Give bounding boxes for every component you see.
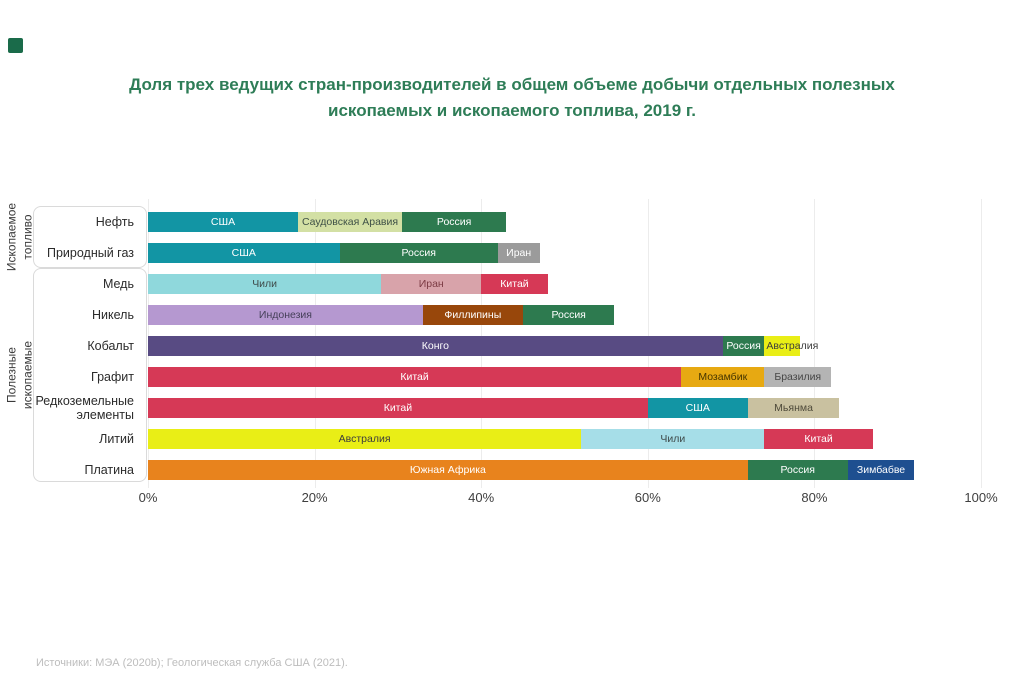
bar-segment: Чили bbox=[581, 429, 765, 449]
x-axis-tick-label: 80% bbox=[801, 490, 828, 505]
x-axis-tick-label: 100% bbox=[964, 490, 998, 505]
row-label: Нефть bbox=[95, 214, 134, 229]
bar-segment: Китай bbox=[148, 367, 682, 387]
bar-segment: США bbox=[647, 398, 748, 418]
logo-mark bbox=[8, 38, 23, 53]
bar-segment: Индонезия bbox=[148, 305, 423, 325]
row-label: Редкоземельные элементы bbox=[35, 393, 135, 422]
bar-segment: Австралия bbox=[148, 429, 582, 449]
group-box-fossil-fuels bbox=[33, 206, 147, 268]
bar-segment: Россия bbox=[722, 336, 765, 356]
group-label-minerals: Полезные ископаемые bbox=[4, 340, 34, 410]
row-label: Платина bbox=[84, 462, 134, 477]
bar-segment: Иран bbox=[381, 274, 482, 294]
chart-title: Доля трех ведущих стран-производителей в… bbox=[129, 75, 895, 121]
sources-note: Источники: МЭА (2020b); Геологическая сл… bbox=[36, 657, 348, 669]
bar-segment: Мозамбик bbox=[681, 367, 765, 387]
bar-segment: Чили bbox=[148, 274, 382, 294]
row-label: Кобальт bbox=[87, 338, 134, 353]
bar-segment: Конго bbox=[148, 336, 723, 356]
x-axis-tick-label: 20% bbox=[301, 490, 328, 505]
group-box-minerals bbox=[33, 268, 147, 482]
bar-segment: Россия bbox=[339, 243, 498, 263]
bar-segment: Россия bbox=[402, 212, 507, 232]
x-axis-tick-label: 0% bbox=[138, 490, 158, 505]
bar-segment: Южная Африка bbox=[148, 460, 748, 480]
x-axis-tick-label: 40% bbox=[468, 490, 495, 505]
bar-segment: Китай bbox=[148, 398, 648, 418]
bar-segment: Китай bbox=[481, 274, 548, 294]
row-label: Графит bbox=[91, 369, 134, 384]
gridline bbox=[981, 199, 982, 488]
bar-segment: Иран bbox=[497, 243, 540, 263]
bar-segment: Россия bbox=[747, 460, 848, 480]
row-label: Медь bbox=[102, 276, 134, 291]
bar-segment: Россия bbox=[522, 305, 615, 325]
bar-segment: Филлипины bbox=[422, 305, 523, 325]
row-label: Природный газ bbox=[46, 245, 134, 260]
bar-segment: США bbox=[148, 212, 298, 232]
bar-segment: Австралия bbox=[764, 336, 818, 356]
row-label: Никель bbox=[92, 307, 134, 322]
bar-segment: Китай bbox=[764, 429, 873, 449]
row-label: Литий bbox=[99, 431, 134, 446]
group-label-fossil-fuels: Ископаемое топливо bbox=[4, 202, 34, 272]
x-axis-tick-label: 60% bbox=[634, 490, 661, 505]
gridline bbox=[814, 199, 816, 488]
bar-segment: Мьянма bbox=[747, 398, 840, 418]
bar-segment: Саудовская Аравия bbox=[297, 212, 403, 232]
bar-segment: США bbox=[148, 243, 340, 263]
bar-segment: Бразилия bbox=[764, 367, 832, 387]
bar-segment: Зимбабве bbox=[847, 460, 915, 480]
